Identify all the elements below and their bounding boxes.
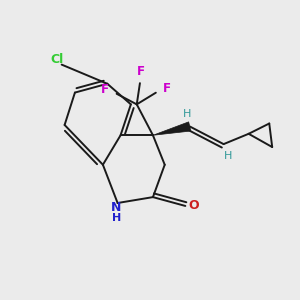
Text: H: H — [224, 152, 232, 161]
Text: H: H — [183, 109, 191, 119]
Text: F: F — [163, 82, 171, 95]
Text: N: N — [111, 201, 121, 214]
Text: H: H — [112, 213, 121, 223]
Text: F: F — [137, 65, 145, 79]
Text: O: O — [188, 200, 199, 212]
Text: F: F — [101, 83, 109, 96]
Text: Cl: Cl — [51, 53, 64, 66]
Polygon shape — [153, 122, 191, 135]
